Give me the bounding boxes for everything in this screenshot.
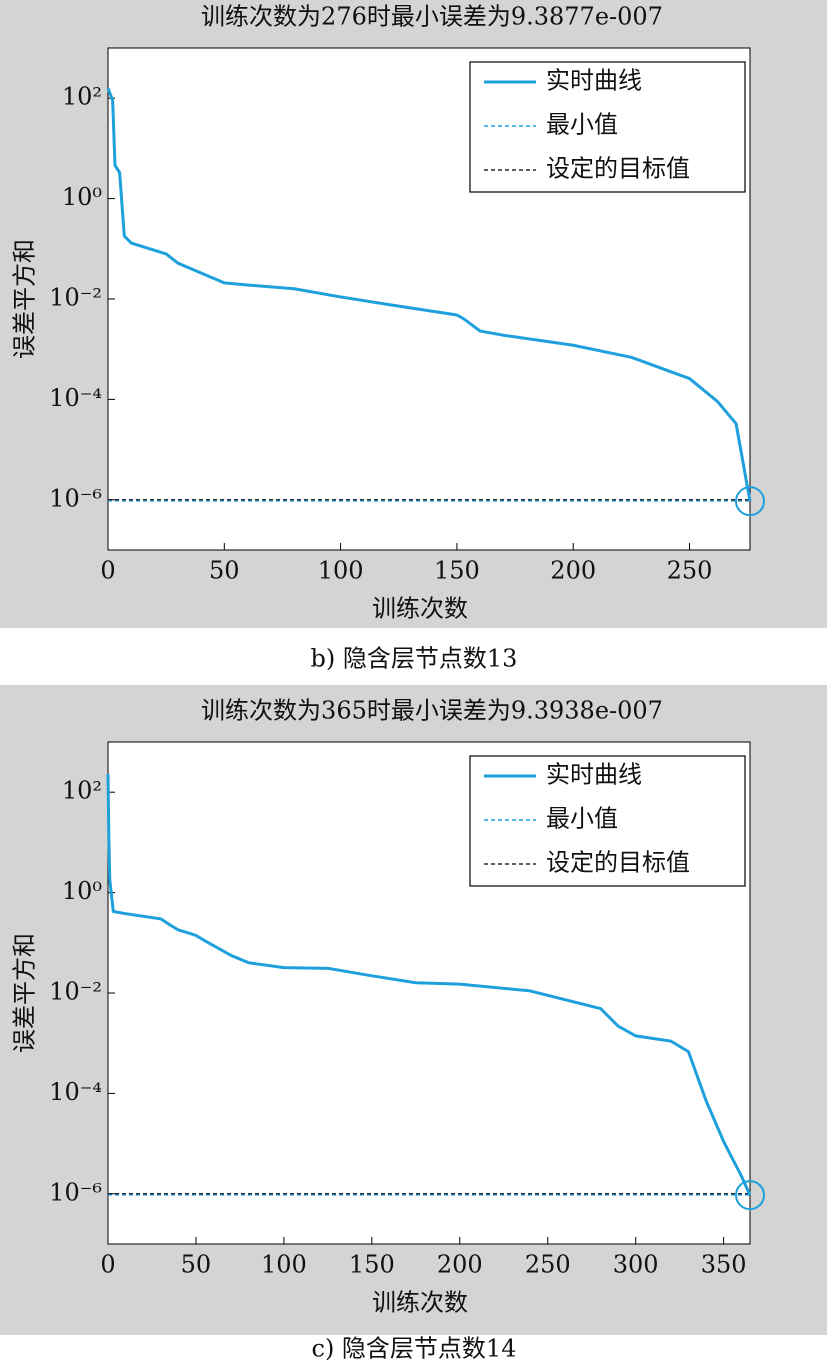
y-tick-label: 10² [62, 777, 102, 805]
x-tick-label: 150 [349, 1251, 395, 1279]
axes-frame [107, 741, 751, 1245]
series-line [106, 87, 752, 502]
y-tick-label: 10⁻⁴ [49, 384, 102, 412]
x-tick-label: 0 [100, 1251, 115, 1279]
x-tick-label: 300 [613, 1251, 659, 1279]
caption: c) 隐含层节点数14 [312, 1335, 517, 1363]
y-tick-label: 10⁰ [62, 877, 102, 905]
min-marker [735, 486, 765, 517]
caption: b) 隐含层节点数13 [311, 645, 518, 673]
x-tick-label: 50 [181, 1251, 212, 1279]
x-tick-label: 0 [100, 557, 115, 585]
min-marker [735, 1180, 765, 1211]
legend-label: 最小值 [546, 111, 618, 139]
series-line [106, 774, 752, 1196]
legend-label: 设定的目标值 [546, 849, 690, 877]
x-tick-label: 250 [525, 1251, 571, 1279]
chart-title: 训练次数为276时最小误差为9.3877e-007 [201, 3, 663, 31]
y-tick-label: 10² [62, 83, 102, 111]
x-tick-label: 200 [437, 1251, 483, 1279]
x-tick-label: 100 [261, 1251, 307, 1279]
chart-title: 训练次数为365时最小误差为9.3938e-007 [201, 697, 663, 725]
y-axis-label: 误差平方和 [11, 239, 39, 359]
y-tick-label: 10⁻⁶ [49, 484, 102, 512]
axes-frame [107, 47, 751, 551]
x-tick-label: 100 [318, 557, 364, 585]
y-tick-label: 10⁰ [62, 183, 102, 211]
legend-label: 最小值 [546, 805, 618, 833]
y-axis-label: 误差平方和 [11, 933, 39, 1053]
x-tick-label: 200 [550, 557, 596, 585]
y-tick-label: 10⁻² [49, 284, 102, 312]
y-tick-label: 10⁻² [49, 978, 102, 1006]
legend-label: 实时曲线 [546, 67, 642, 95]
x-tick-label: 150 [434, 557, 480, 585]
legend-label: 实时曲线 [546, 761, 642, 789]
x-tick-label: 350 [701, 1251, 747, 1279]
y-tick-label: 10⁻⁶ [49, 1178, 102, 1206]
x-tick-label: 50 [209, 557, 240, 585]
x-tick-label: 250 [667, 557, 713, 585]
legend-label: 设定的目标值 [546, 155, 690, 183]
x-axis-label: 训练次数 [372, 1289, 468, 1317]
x-axis-label: 训练次数 [372, 595, 468, 623]
y-tick-label: 10⁻⁴ [49, 1078, 102, 1106]
